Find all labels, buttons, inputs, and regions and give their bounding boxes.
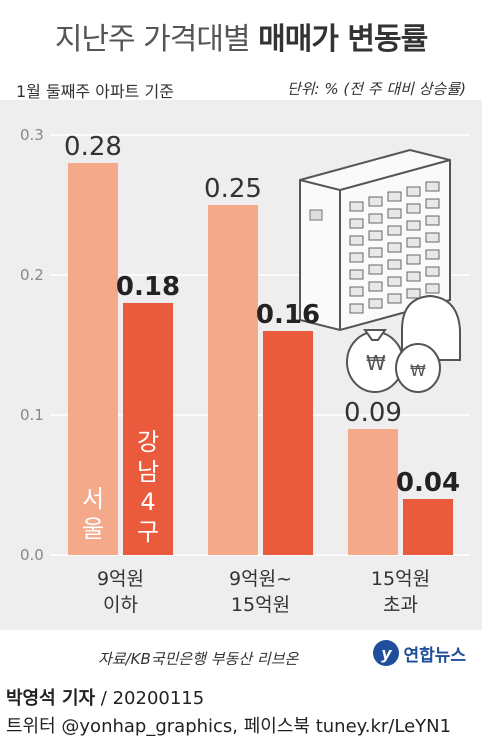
series-label-seoul: 울 (82, 515, 104, 543)
y-tick-label: 0.2 (20, 266, 44, 284)
series-label-gangnam: 남 (137, 458, 159, 486)
svg-text:₩: ₩ (366, 351, 386, 375)
title-bold: 매매가 변동률 (258, 22, 428, 57)
category-label: 9억원~ (229, 568, 292, 590)
chart-title: 지난주 가격대별 매매가 변동률 (0, 14, 482, 58)
bar (403, 499, 453, 555)
y-tick-label: 0.0 (20, 546, 44, 564)
series-label-gangnam: 강 (137, 428, 159, 456)
series-label-gangnam: 4 (140, 488, 155, 516)
yonhap-logo-text: 연합뉴스 (403, 645, 466, 666)
series-label-seoul: 서 (82, 485, 104, 513)
bar (208, 205, 258, 555)
yonhap-logo: y 연합뉴스 (373, 640, 466, 666)
chart-subtitle: 1월 둘째주 아파트 기준 (16, 82, 174, 101)
svg-text:₩: ₩ (410, 361, 426, 380)
y-tick-label: 0.3 (20, 126, 44, 144)
data-label: 0.04 (396, 468, 460, 498)
unit-label: 단위: % (전 주 대비 상승률) (286, 80, 466, 98)
series-label-gangnam: 구 (137, 518, 159, 546)
y-tick-label: 0.1 (20, 406, 44, 424)
apartment-building-with-money-bags-icon: ₩ ₩ (299, 148, 461, 393)
data-label: 0.25 (204, 174, 262, 204)
data-label: 0.28 (64, 132, 122, 162)
bar-chart: 0.00.10.20.3₩ ₩0.280.189억원이하0.250.169억원~1… (20, 126, 470, 616)
category-label: 15억원 (231, 594, 290, 616)
bar (68, 163, 118, 555)
social-handles: 트위터 @yonhap_graphics, 페이스북 tuney.kr/LeYN… (6, 716, 452, 737)
yonhap-logo-icon: y (373, 640, 400, 666)
category-label: 이하 (103, 594, 138, 616)
chart-area: 0.0 0.1 0.2 0.3 ₩ ₩0.28 0.18 9억원 이하 0.25 0.16 9억원~ 1… (0, 100, 482, 630)
bar (348, 429, 398, 555)
bar (263, 331, 313, 555)
data-label: 0.09 (344, 398, 402, 428)
reporter-name: 박영석 기자 (6, 688, 96, 709)
source-note: 자료/KB국민은행 부동산 리브온 (98, 650, 299, 668)
byline: 박영석 기자 / 20200115 (6, 688, 205, 709)
publish-date: 20200115 (112, 688, 205, 709)
data-label: 0.18 (116, 272, 180, 302)
category-label: 15억원 (371, 568, 430, 590)
bar (123, 303, 173, 555)
title-light: 지난주 가격대별 (54, 22, 251, 57)
category-label: 9억원 (97, 568, 144, 590)
category-label: 초과 (383, 594, 418, 616)
data-label: 0.16 (256, 300, 320, 330)
